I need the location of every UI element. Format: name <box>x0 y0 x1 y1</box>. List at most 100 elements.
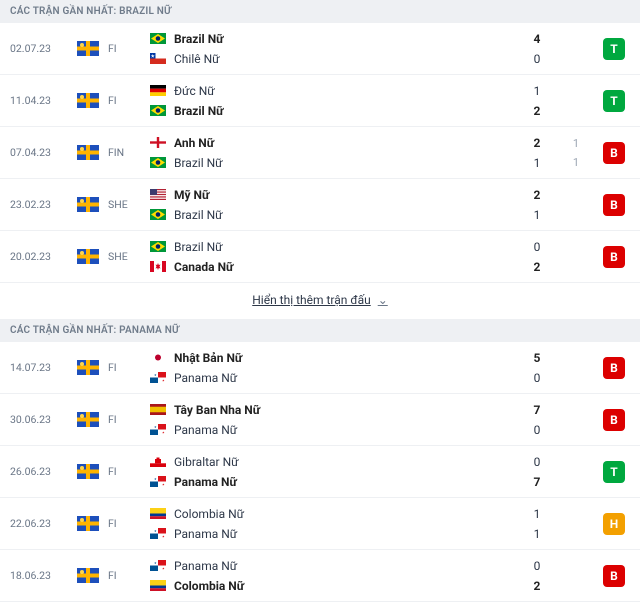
match-row[interactable]: 14.07.23 FI Nhật Bản Nữ ★★ Panama Nữ 5 0 <box>0 342 640 394</box>
result-badge[interactable]: T <box>603 461 625 483</box>
flag-gibraltar-icon <box>150 456 166 467</box>
team-name: Panama Nữ <box>174 559 237 573</box>
flag-brazil-icon <box>150 157 166 168</box>
team-name: Canada Nữ <box>174 260 233 274</box>
teams-column: Colombia Nữ ★★ Panama Nữ <box>150 507 516 541</box>
competition-flag <box>68 93 108 108</box>
flag-japan-icon <box>150 352 166 363</box>
score: 4 <box>516 32 558 46</box>
team-row[interactable]: Colombia Nữ <box>150 507 516 521</box>
team-row[interactable]: Brazil Nữ <box>150 156 516 170</box>
flag-brazil-icon <box>150 105 166 116</box>
extra-scores-column <box>558 417 594 423</box>
score: 1 <box>516 156 558 170</box>
result-badge[interactable]: B <box>603 357 625 379</box>
competition-flag <box>68 568 108 583</box>
svg-text:★: ★ <box>154 561 157 565</box>
teams-column: Anh Nữ Brazil Nữ <box>150 136 516 170</box>
team-name: Brazil Nữ <box>174 208 223 222</box>
scores-column: 4 0 <box>516 32 558 66</box>
extra-scores-column <box>558 46 594 52</box>
competition-code: FIN <box>108 146 150 159</box>
flag-panama-icon: ★★ <box>150 424 166 435</box>
flag-panama-icon: ★★ <box>150 476 166 487</box>
competition-flag-icon <box>77 249 99 264</box>
match-row[interactable]: 20.02.23 SHE Brazil Nữ Canada Nữ 0 2 B <box>0 231 640 283</box>
match-date: 18.06.23 <box>6 569 68 582</box>
extra-score: 1 <box>558 137 594 150</box>
flag-germany-icon <box>150 85 166 96</box>
competition-flag-icon <box>77 360 99 375</box>
result-cell: B <box>594 409 634 431</box>
result-badge[interactable]: T <box>603 90 625 112</box>
team-row[interactable]: Colombia Nữ <box>150 579 516 593</box>
team-row[interactable]: Tây Ban Nha Nữ <box>150 403 516 417</box>
team-row[interactable]: Nhật Bản Nữ <box>150 351 516 365</box>
team-row[interactable]: Gibraltar Nữ <box>150 455 516 469</box>
match-row[interactable]: 18.06.23 FI ★★ Panama Nữ Colombia Nữ 0 2 <box>0 550 640 602</box>
match-row[interactable]: 02.07.23 FI Brazil Nữ Chilê Nữ 4 0 T <box>0 23 640 75</box>
score: 0 <box>516 455 558 469</box>
flag-chile-icon <box>150 53 166 64</box>
flag-brazil-icon <box>150 241 166 252</box>
teams-column: Gibraltar Nữ ★★ Panama Nữ <box>150 455 516 489</box>
score: 2 <box>516 104 558 118</box>
result-badge[interactable]: B <box>603 246 625 268</box>
team-row[interactable]: Mỹ Nữ <box>150 188 516 202</box>
match-row[interactable]: 22.06.23 FI Colombia Nữ ★★ Panama Nữ 1 1 <box>0 498 640 550</box>
competition-flag-icon <box>77 412 99 427</box>
scores-column: 0 7 <box>516 455 558 489</box>
competition-code: FI <box>108 569 150 582</box>
competition-code: FI <box>108 413 150 426</box>
team-row[interactable]: Brazil Nữ <box>150 104 516 118</box>
team-row[interactable]: Brazil Nữ <box>150 32 516 46</box>
extra-score: 1 <box>558 156 594 169</box>
result-badge[interactable]: B <box>603 194 625 216</box>
team-row[interactable]: Đức Nữ <box>150 84 516 98</box>
match-date: 02.07.23 <box>6 42 68 55</box>
team-row[interactable]: ★★ Panama Nữ <box>150 527 516 541</box>
match-row[interactable]: 26.06.23 FI Gibraltar Nữ ★★ Panama Nữ 0 … <box>0 446 640 498</box>
match-row[interactable]: 07.04.23 FIN Anh Nữ Brazil Nữ 2 1 1 1 B <box>0 127 640 179</box>
competition-flag-icon <box>77 464 99 479</box>
scores-column: 2 1 <box>516 188 558 222</box>
result-badge[interactable]: B <box>603 565 625 587</box>
scores-column: 2 1 <box>516 136 558 170</box>
team-row[interactable]: Anh Nữ <box>150 136 516 150</box>
show-more[interactable]: Hiển thị thêm trận đấu ⌄ <box>0 283 640 319</box>
team-row[interactable]: ★★ Panama Nữ <box>150 371 516 385</box>
section-header: CÁC TRẬN GẦN NHẤT: BRAZIL NỮ <box>0 0 640 23</box>
show-more-label[interactable]: Hiển thị thêm trận đấu <box>252 293 370 307</box>
team-name: Brazil Nữ <box>174 104 223 118</box>
match-row[interactable]: 23.02.23 SHE Mỹ Nữ Brazil Nữ 2 1 B <box>0 179 640 231</box>
result-badge[interactable]: H <box>603 513 625 535</box>
team-row[interactable]: Canada Nữ <box>150 260 516 274</box>
score: 2 <box>516 188 558 202</box>
team-row[interactable]: Brazil Nữ <box>150 208 516 222</box>
scores-column: 7 0 <box>516 403 558 437</box>
competition-flag <box>68 41 108 56</box>
team-name: Mỹ Nữ <box>174 188 209 202</box>
team-row[interactable]: ★★ Panama Nữ <box>150 423 516 437</box>
result-cell: B <box>594 194 634 216</box>
extra-scores-column <box>558 365 594 371</box>
team-name: Brazil Nữ <box>174 32 223 46</box>
score: 1 <box>516 527 558 541</box>
competition-flag-icon <box>77 93 99 108</box>
competition-flag-icon <box>77 516 99 531</box>
flag-brazil-icon <box>150 33 166 44</box>
flag-brazil-icon <box>150 209 166 220</box>
flag-panama-icon: ★★ <box>150 372 166 383</box>
result-badge[interactable]: B <box>603 142 625 164</box>
team-row[interactable]: ★★ Panama Nữ <box>150 559 516 573</box>
team-row[interactable]: Brazil Nữ <box>150 240 516 254</box>
team-row[interactable]: Chilê Nữ <box>150 52 516 66</box>
competition-code: SHE <box>108 250 150 263</box>
match-row[interactable]: 30.06.23 FI Tây Ban Nha Nữ ★★ Panama Nữ … <box>0 394 640 446</box>
team-row[interactable]: ★★ Panama Nữ <box>150 475 516 489</box>
match-row[interactable]: 11.04.23 FI Đức Nữ Brazil Nữ 1 2 T <box>0 75 640 127</box>
result-badge[interactable]: B <box>603 409 625 431</box>
result-cell: B <box>594 357 634 379</box>
result-badge[interactable]: T <box>603 38 625 60</box>
teams-column: Brazil Nữ Canada Nữ <box>150 240 516 274</box>
